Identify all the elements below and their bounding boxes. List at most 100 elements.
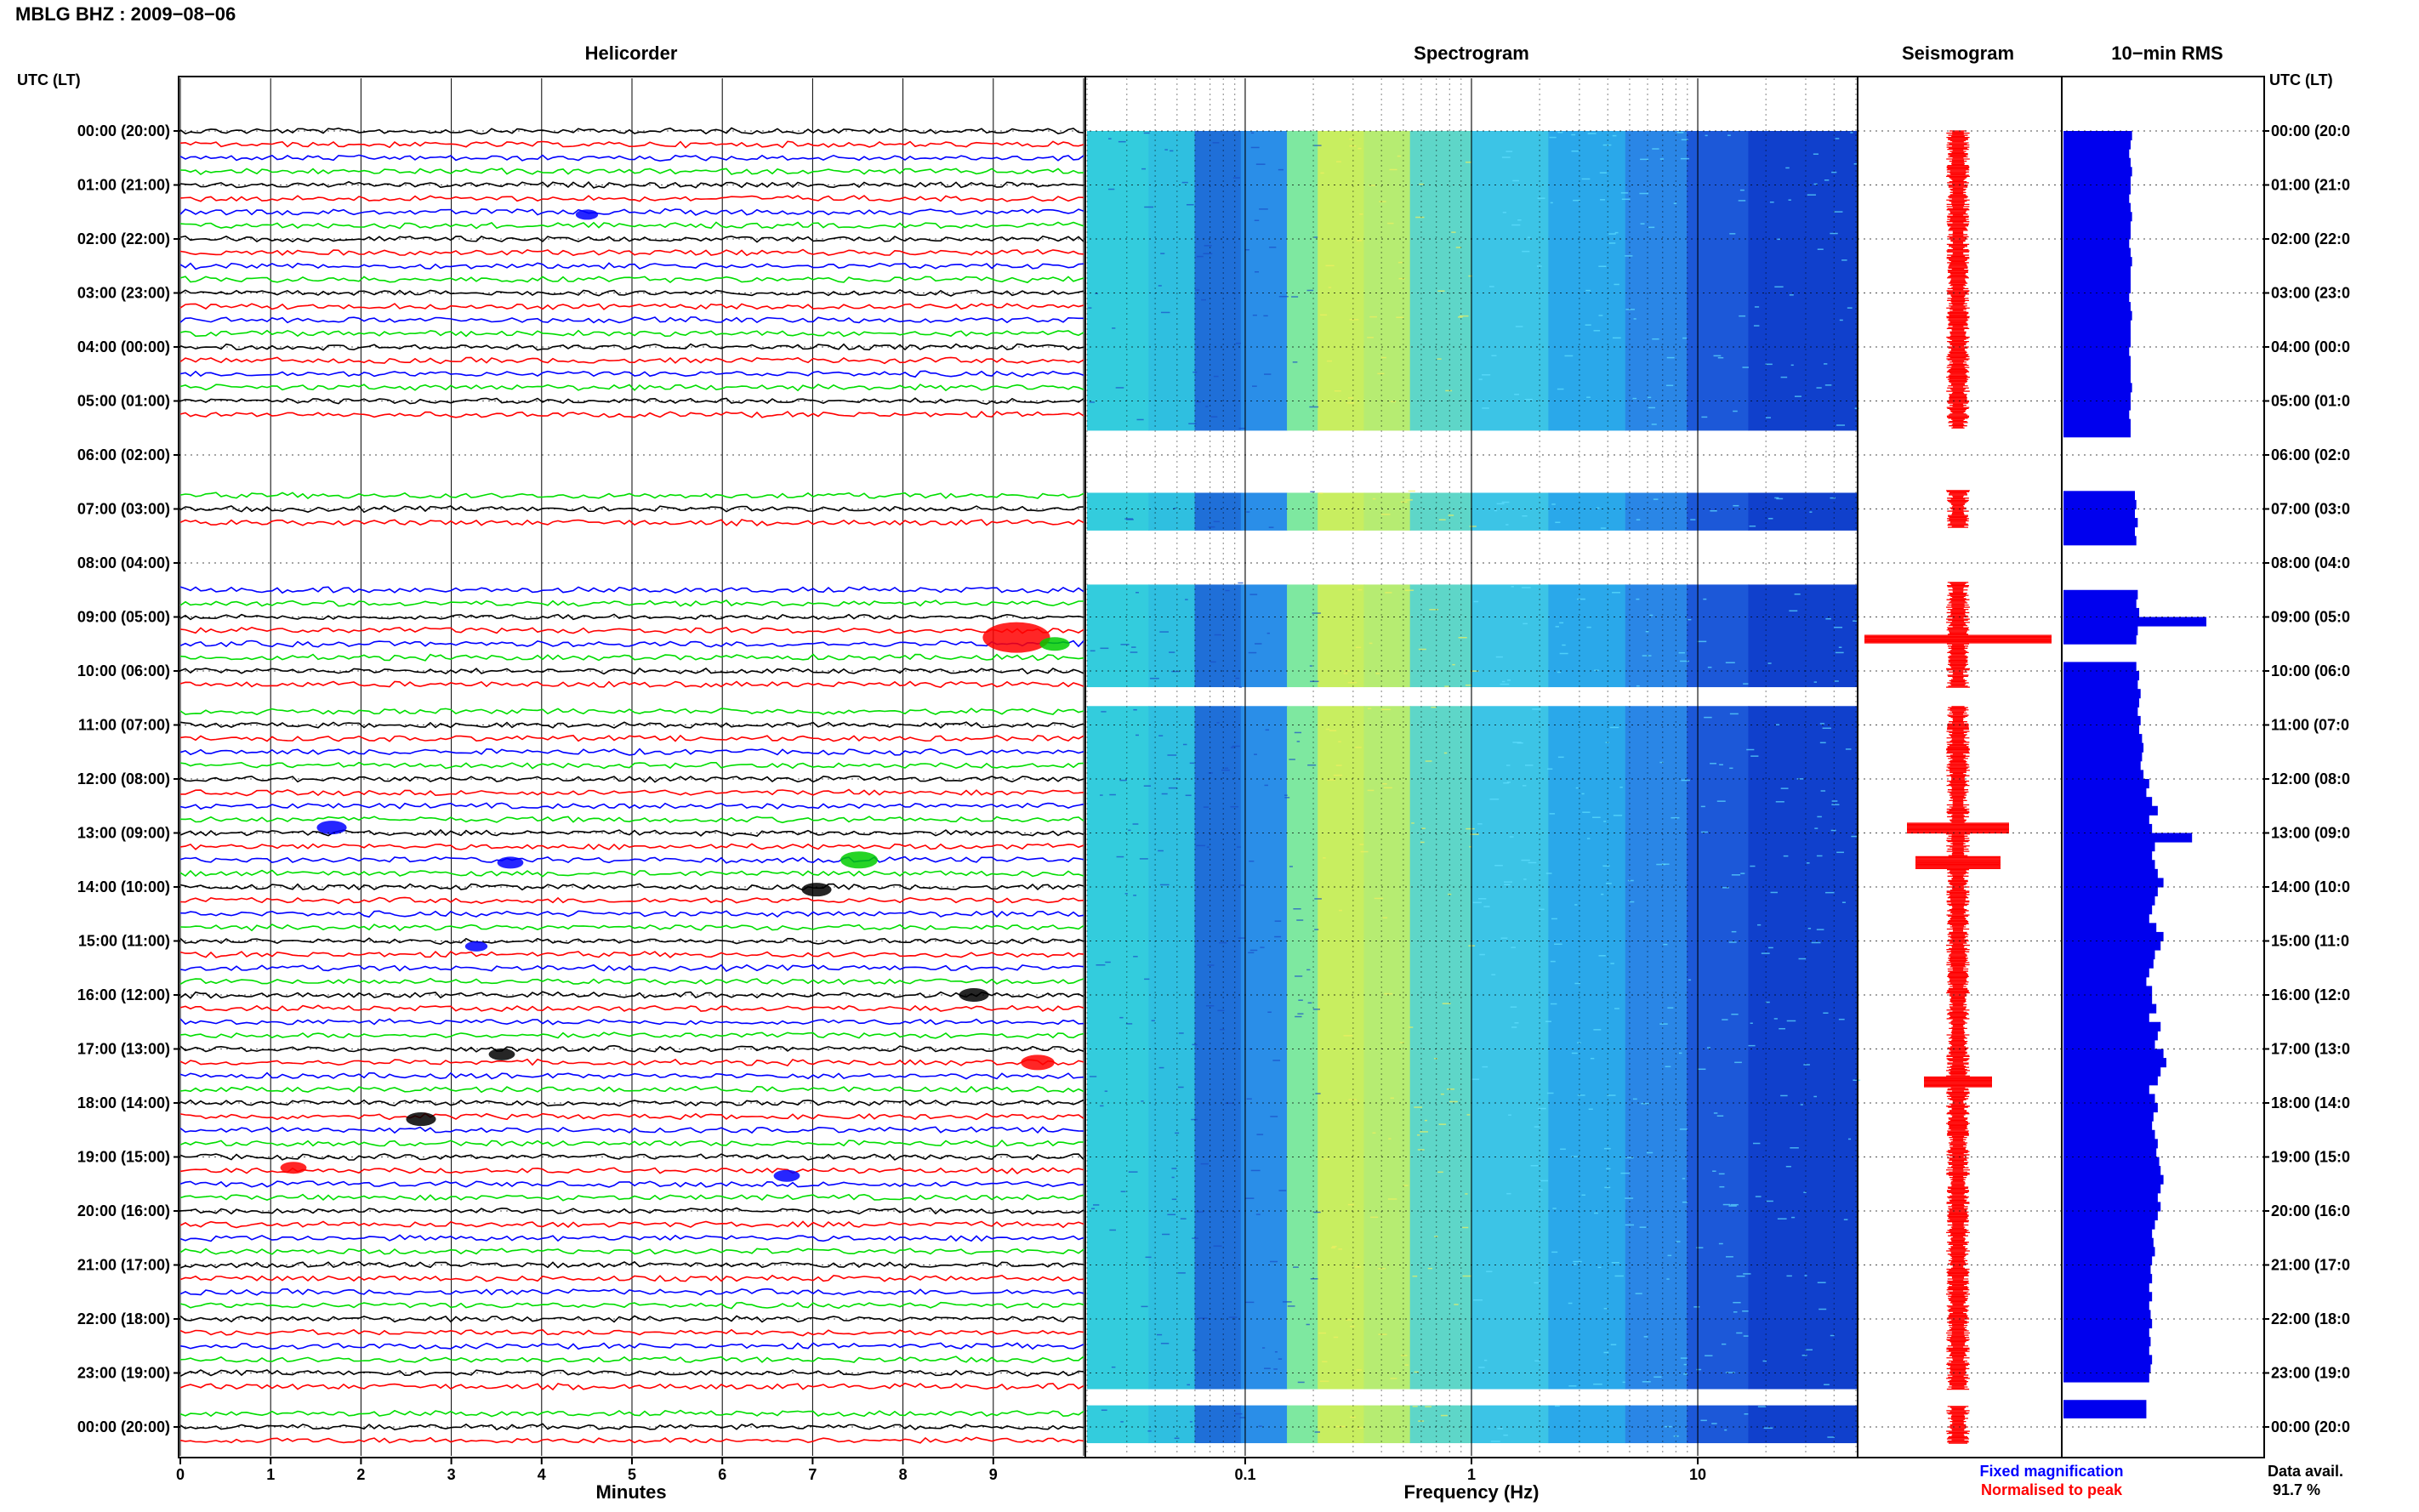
spectrogram-speckle <box>1813 1095 1818 1098</box>
rms-bar <box>2063 536 2137 546</box>
spectrogram-speckle <box>1599 172 1607 173</box>
rms-bar <box>2063 715 2141 725</box>
spectrogram-speckle <box>1250 1169 1261 1172</box>
time-label-left: 05:00 (01:00) <box>77 393 170 410</box>
spectrogram-speckle <box>1581 178 1591 180</box>
spectrogram-speckle <box>1469 526 1477 527</box>
rms-bar <box>2063 149 2130 159</box>
spectrogram-speckle <box>1500 937 1508 939</box>
spectrogram-speckle <box>1100 1105 1104 1107</box>
spectrogram-speckle <box>1524 765 1534 766</box>
spectrogram-speckle <box>1310 1278 1318 1280</box>
trace-line <box>179 1018 1084 1026</box>
spectrogram-speckle <box>1594 1212 1598 1214</box>
spectrogram-speckle <box>1320 314 1328 316</box>
spectrogram-speckle <box>1716 800 1726 802</box>
spectrogram-speckle <box>1159 884 1170 886</box>
minute-tick-label: 7 <box>808 1466 817 1483</box>
spectrogram-speckle <box>1380 356 1386 359</box>
spectrogram-speckle <box>1224 767 1229 770</box>
trace-line <box>179 1436 1084 1444</box>
rms-bar <box>2063 842 2155 852</box>
spectrogram-speckle <box>1369 315 1377 318</box>
spectrogram-speckle <box>1346 1319 1353 1321</box>
spectrogram-speckle <box>1437 290 1445 292</box>
spectrogram-speckle <box>1403 1185 1409 1186</box>
spectrogram-speckle <box>1552 1208 1557 1209</box>
spectrogram-speckle <box>1574 904 1578 906</box>
spectrogram-speckle <box>1472 901 1482 904</box>
time-label-left: 09:00 (05:00) <box>77 609 170 626</box>
trace-line <box>179 1112 1084 1121</box>
spectrogram-speckle <box>1160 311 1170 314</box>
spectrogram-speckle <box>1338 1248 1343 1250</box>
spectrogram-speckle <box>1586 396 1591 398</box>
rms-bar <box>2063 1021 2161 1032</box>
trace-line <box>179 639 1084 648</box>
spectrogram-speckle <box>1292 361 1298 363</box>
spectrogram-band <box>1748 131 1857 431</box>
spectrogram-speckle <box>1177 1086 1184 1089</box>
spectrogram-speckle <box>1255 163 1266 165</box>
spectrogram-speckle <box>1462 1275 1472 1277</box>
trace-line <box>179 950 1084 958</box>
spectrogram-speckle <box>1557 756 1564 759</box>
spectrogram-speckle <box>1633 318 1636 320</box>
rms-bar <box>2063 247 2131 258</box>
spectrogram-speckle <box>1294 731 1302 734</box>
spectrogram-speckle <box>1100 647 1109 650</box>
spectrogram-speckle <box>1824 891 1835 894</box>
trace-line <box>179 316 1084 324</box>
spectrogram-speckle <box>1108 138 1112 139</box>
spectrogram-speckle <box>1570 1156 1579 1157</box>
spectrogram-speckle <box>1836 851 1844 854</box>
spectrogram-band <box>1087 584 1150 688</box>
spectrogram-speckle <box>1424 1119 1427 1122</box>
spectrogram-speckle <box>1139 858 1148 860</box>
spectrogram-speckle <box>1249 949 1258 952</box>
spectrogram-speckle <box>1274 1350 1278 1353</box>
rms-bar <box>2063 1373 2149 1383</box>
spectrogram-speckle <box>1690 519 1696 520</box>
time-label-right: 15:00 (11:0 <box>2271 933 2349 950</box>
spectrogram-speckle <box>1505 524 1509 526</box>
time-label-right: 11:00 (07:0 <box>2271 717 2349 734</box>
spectrogram-speckle <box>1293 1266 1299 1268</box>
rms-bar <box>2063 257 2132 267</box>
spectrogram-speckle <box>1327 779 1336 781</box>
rms-bar <box>2063 509 2135 519</box>
spectrogram-speckle <box>1653 498 1659 500</box>
trace-line <box>179 1382 1084 1391</box>
spectrogram-speckle <box>1349 319 1359 321</box>
spectrogram-speckle <box>1269 247 1277 248</box>
spectrogram-speckle <box>1517 219 1522 221</box>
spectrogram-speckle <box>1503 1434 1508 1436</box>
spectrogram-speckle <box>1252 314 1257 316</box>
spectrogram-speckle <box>1298 999 1303 1001</box>
spectrogram-band <box>1240 706 1289 1390</box>
spectrogram-speckle <box>1504 884 1511 886</box>
spectrogram-speckle <box>1853 163 1858 165</box>
trace-line <box>179 1193 1084 1202</box>
spectrogram-speckle <box>1515 326 1523 327</box>
spectrogram-speckle <box>1681 779 1690 782</box>
trace-line <box>179 708 1084 716</box>
spectrogram-band <box>1471 706 1550 1390</box>
spectrogram-speckle <box>1355 747 1362 748</box>
time-label-left: 15:00 (11:00) <box>78 933 170 950</box>
spectrogram-speckle <box>1742 1310 1749 1312</box>
spectrogram-speckle <box>1534 1360 1540 1362</box>
spectrogram-speckle <box>1120 1191 1126 1192</box>
spectrogram-speckle <box>1824 384 1832 386</box>
spectrogram-speckle <box>1539 1179 1549 1182</box>
spectrogram-speckle <box>1568 1302 1573 1305</box>
event-signal <box>464 941 488 952</box>
spectrogram-band <box>1409 131 1472 431</box>
spectrogram-speckle <box>1612 134 1617 137</box>
spectrogram-speckle <box>1289 866 1293 867</box>
spectrogram-speckle <box>1466 1114 1471 1116</box>
trace-line <box>179 869 1084 878</box>
spectrogram-speckle <box>1824 179 1830 181</box>
minute-tick-label: 8 <box>899 1466 908 1483</box>
spectrogram-speckle <box>1419 183 1424 185</box>
